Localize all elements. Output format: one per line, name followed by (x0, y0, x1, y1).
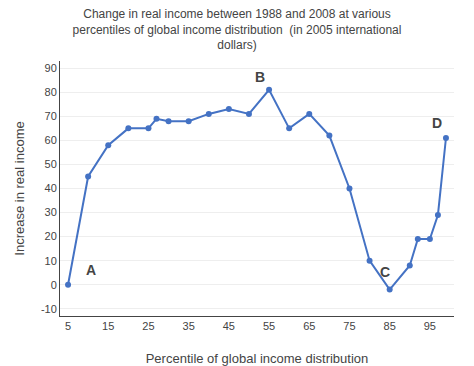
svg-text:5: 5 (65, 320, 71, 332)
svg-text:25: 25 (142, 320, 154, 332)
svg-text:55: 55 (263, 320, 275, 332)
svg-text:C: C (380, 264, 390, 280)
svg-text:75: 75 (343, 320, 355, 332)
svg-text:30: 30 (45, 206, 57, 218)
svg-text:B: B (255, 69, 265, 85)
svg-text:Change in real income between: Change in real income between 1988 and 2… (73, 7, 402, 52)
svg-text:80: 80 (45, 86, 57, 98)
svg-text:15: 15 (102, 320, 114, 332)
svg-text:10: 10 (45, 255, 57, 267)
svg-text:50: 50 (45, 158, 57, 170)
svg-text:35: 35 (183, 320, 195, 332)
svg-text:20: 20 (45, 230, 57, 242)
svg-text:Increase in real income: Increase in real income (12, 121, 27, 255)
svg-text:Percentile of global income di: Percentile of global income distribution (146, 351, 369, 366)
svg-text:70: 70 (45, 110, 57, 122)
svg-text:A: A (86, 262, 96, 278)
svg-text:45: 45 (223, 320, 235, 332)
svg-text:D: D (432, 115, 442, 131)
svg-text:-10: -10 (41, 303, 57, 315)
svg-text:65: 65 (303, 320, 315, 332)
svg-text:0: 0 (51, 279, 57, 291)
svg-text:90: 90 (45, 62, 57, 74)
svg-text:95: 95 (424, 320, 436, 332)
svg-text:60: 60 (45, 134, 57, 146)
svg-text:40: 40 (45, 182, 57, 194)
svg-text:85: 85 (384, 320, 396, 332)
